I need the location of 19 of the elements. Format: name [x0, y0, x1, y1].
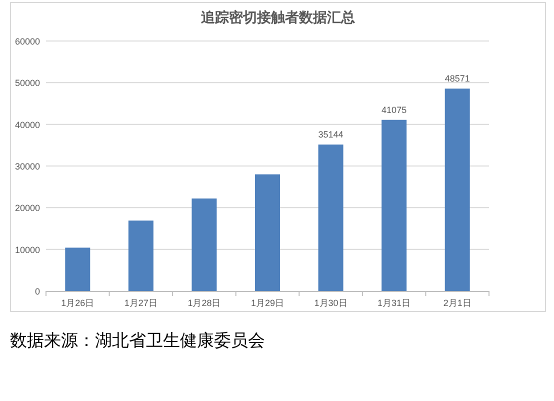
ytick-label: 60000	[14, 36, 40, 46]
data-label: 41075	[382, 104, 407, 115]
title: 追踪密切接触者数据汇总	[201, 9, 355, 25]
ytick-label: 10000	[14, 244, 40, 255]
ytick-label: 30000	[14, 162, 40, 172]
ytick-label: 20000	[14, 203, 40, 214]
ytick-label: 40000	[14, 120, 40, 130]
xtick-label: 1月31日	[378, 298, 411, 308]
xtick-label: 1月26日	[61, 298, 94, 308]
ytick-label: 50000	[14, 78, 40, 88]
xtick-label: 1月27日	[124, 298, 158, 308]
data-label: 35144	[318, 130, 344, 140]
xtick-label: 1月30日	[314, 298, 348, 308]
ytick-label: 0	[34, 286, 40, 296]
data-label: 48571	[444, 74, 470, 84]
xtick-label: 1月29日	[250, 298, 284, 308]
xtick-label: 1月28日	[188, 298, 221, 308]
annotation: 数据来源：湖北省卫生健康委员会	[10, 331, 265, 350]
xtick-label: 2月1日	[443, 298, 472, 308]
